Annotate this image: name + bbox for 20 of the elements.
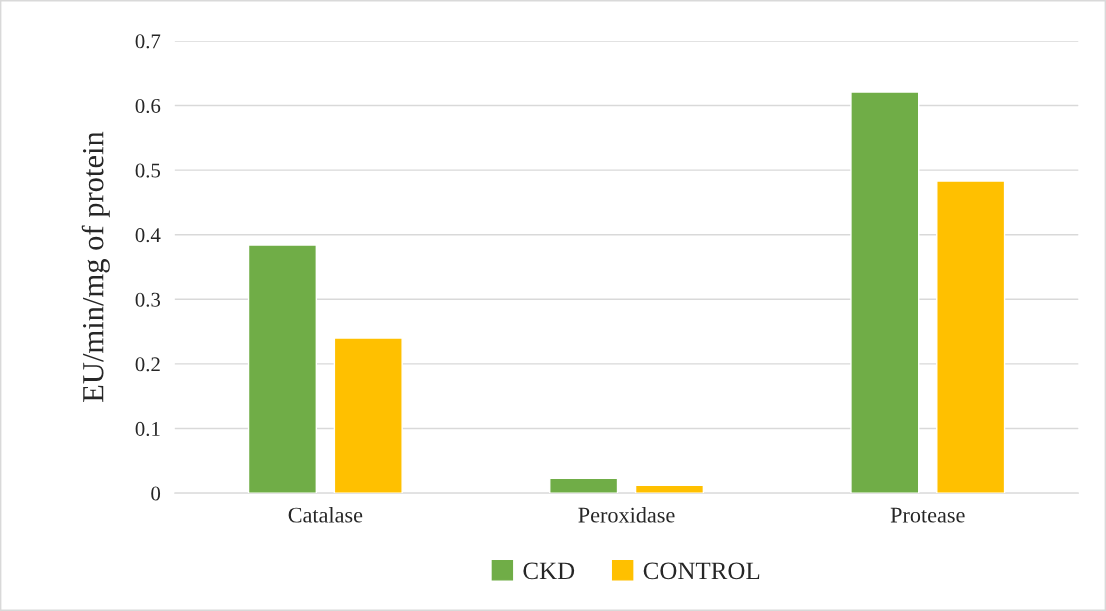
bar xyxy=(333,337,403,494)
legend-label: CKD xyxy=(523,562,575,580)
bar xyxy=(634,484,705,494)
y-tick-label: 0.3 xyxy=(135,292,161,307)
bar xyxy=(936,180,1006,494)
bar xyxy=(549,477,619,494)
x-tick-label: Catalase xyxy=(288,506,363,523)
bar xyxy=(247,244,318,494)
y-axis-title: EU/min/mg of protein xyxy=(81,131,110,402)
y-tick-label: 0.6 xyxy=(135,98,161,114)
bar xyxy=(850,91,920,494)
y-tick-label: 0.2 xyxy=(135,357,160,372)
legend-label: CONTROL xyxy=(643,562,760,580)
x-tick-label: Peroxidase xyxy=(578,506,675,523)
y-tick-label: 0.5 xyxy=(135,163,161,178)
y-tick-label: 0.7 xyxy=(135,34,161,49)
y-tick-label: 0.1 xyxy=(135,421,160,437)
x-tick-label: Protease xyxy=(890,507,965,523)
y-tick-label: 0.4 xyxy=(135,228,161,243)
y-tick-label: 0 xyxy=(151,486,161,501)
